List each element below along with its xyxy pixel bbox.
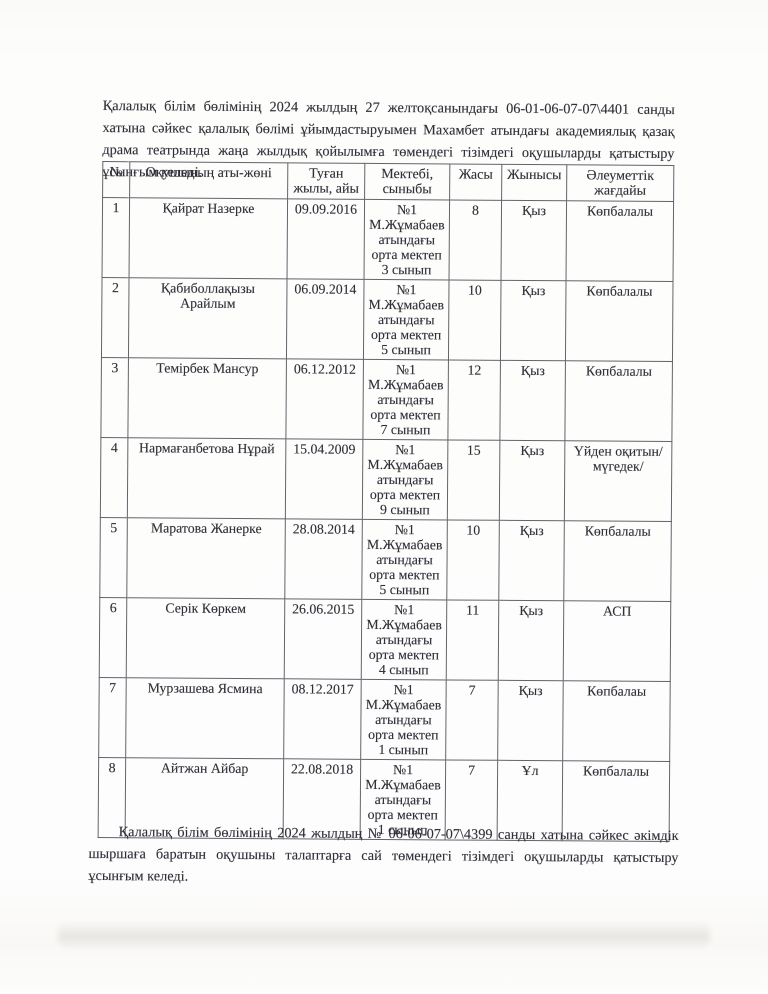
table-row: 2 Қабиболлақызы Арайлым 06.09.2014 №1 М.… bbox=[101, 277, 674, 362]
cell-gender: Қыз bbox=[498, 520, 565, 601]
cell-number: 3 bbox=[100, 357, 129, 438]
cell-birth-date: 08.12.2017 bbox=[283, 678, 362, 760]
cell-social-status: Көпбалалы bbox=[565, 280, 674, 362]
table-header-row: № Оқушының аты-жөні Туған жылы, айы Мект… bbox=[102, 161, 674, 202]
cell-age: 10 bbox=[448, 279, 502, 361]
cell-school-class: №1 М.Жұмабаев атындағы орта мектеп 4 сын… bbox=[361, 599, 447, 680]
col-header-social-status: Әлеуметтік жағдайы bbox=[566, 164, 674, 202]
table-row: 3 Темірбек Мансур 06.12.2012 №1 М.Жұмаба… bbox=[100, 357, 673, 442]
cell-gender: Қыз bbox=[501, 200, 567, 281]
cell-student-name: Серік Көркем bbox=[126, 597, 285, 679]
col-header-birth-date: Туған жылы, айы bbox=[287, 162, 365, 200]
students-table: № Оқушының аты-жөні Туған жылы, айы Мект… bbox=[97, 161, 675, 843]
cell-gender: Қыз bbox=[500, 280, 567, 361]
cell-age: 12 bbox=[447, 359, 501, 441]
col-header-age: Жасы bbox=[449, 163, 502, 201]
cell-birth-date: 15.04.2009 bbox=[285, 438, 363, 520]
cell-student-name: Қабиболлақызы Арайлым bbox=[128, 277, 288, 359]
cell-social-status: Көпбалалы bbox=[563, 520, 672, 602]
footer-paragraph: Қалалық білім бөлімінің 2024 жылдың № 06… bbox=[88, 824, 679, 885]
cell-social-status: Көпбалалы bbox=[564, 360, 673, 442]
cell-number: 5 bbox=[99, 517, 128, 598]
cell-birth-date: 09.09.2016 bbox=[287, 198, 365, 280]
cell-social-status: Көпбалаы bbox=[562, 680, 671, 762]
cell-birth-date: 28.08.2014 bbox=[284, 518, 363, 600]
cell-gender: Қыз bbox=[497, 680, 564, 761]
cell-number: 6 bbox=[99, 597, 127, 678]
cell-gender: Қыз bbox=[499, 440, 565, 521]
cell-number: 4 bbox=[100, 437, 128, 518]
cell-birth-date: 06.12.2012 bbox=[285, 358, 364, 440]
cell-student-name: Маратова Жанерке bbox=[126, 517, 286, 599]
cell-student-name: Қайрат Назерке bbox=[129, 197, 288, 279]
cell-number: 1 bbox=[102, 197, 130, 278]
cell-birth-date: 06.09.2014 bbox=[286, 278, 365, 360]
cell-number: 7 bbox=[98, 677, 127, 758]
col-header-school-class: Мектебі, сыныбы bbox=[364, 163, 450, 200]
cell-gender: Қыз bbox=[499, 360, 566, 441]
col-header-gender: Жынысы bbox=[501, 164, 567, 201]
cell-age: 7 bbox=[445, 679, 499, 761]
cell-gender: Қыз bbox=[498, 600, 564, 681]
cell-school-class: №1 М.Жұмабаев атындағы орта мектеп 9 сын… bbox=[362, 439, 448, 520]
cell-student-name: Мурзашева Ясмина bbox=[125, 677, 285, 759]
cell-birth-date: 26.06.2015 bbox=[284, 598, 362, 680]
cell-school-class: №1 М.Жұмабаев атындағы орта мектеп 3 сын… bbox=[364, 199, 450, 280]
cell-social-status: Көпбалалы bbox=[566, 200, 674, 282]
page-edge-shadow bbox=[58, 922, 710, 948]
col-header-student-name: Оқушының аты-жөні bbox=[129, 161, 288, 199]
cell-social-status: Үйден оқитын/мүгедек/ bbox=[564, 440, 672, 522]
table-row: 1 Қайрат Назерке 09.09.2016 №1 М.Жұмабае… bbox=[102, 197, 674, 282]
cell-school-class: №1 М.Жұмабаев атындағы орта мектеп 5 сын… bbox=[363, 279, 450, 360]
cell-student-name: Нармағанбетова Нұрай bbox=[127, 437, 286, 519]
cell-student-name: Темірбек Мансур bbox=[127, 357, 287, 439]
table-row: 4 Нармағанбетова Нұрай 15.04.2009 №1 М.Ж… bbox=[100, 437, 672, 522]
cell-age: 15 bbox=[447, 439, 500, 521]
cell-social-status: АСП bbox=[563, 600, 671, 682]
table-row: 7 Мурзашева Ясмина 08.12.2017 №1 М.Жұмаб… bbox=[98, 677, 671, 762]
cell-age: 11 bbox=[446, 599, 499, 681]
cell-school-class: №1 М.Жұмабаев атындағы орта мектеп 5 сын… bbox=[361, 519, 448, 600]
table-row: 5 Маратова Жанерке 28.08.2014 №1 М.Жұмаб… bbox=[99, 517, 672, 602]
cell-age: 8 bbox=[449, 199, 502, 281]
cell-school-class: №1 М.Жұмабаев атындағы орта мектеп 7 сын… bbox=[362, 359, 449, 440]
cell-age: 10 bbox=[446, 519, 500, 601]
cell-number: 2 bbox=[101, 277, 130, 358]
cell-school-class: №1 М.Жұмабаев атындағы орта мектеп 1 сын… bbox=[360, 679, 447, 760]
table-row: 6 Серік Көркем 26.06.2015 №1 М.Жұмабаев … bbox=[99, 597, 671, 682]
col-header-number: № bbox=[102, 161, 130, 198]
